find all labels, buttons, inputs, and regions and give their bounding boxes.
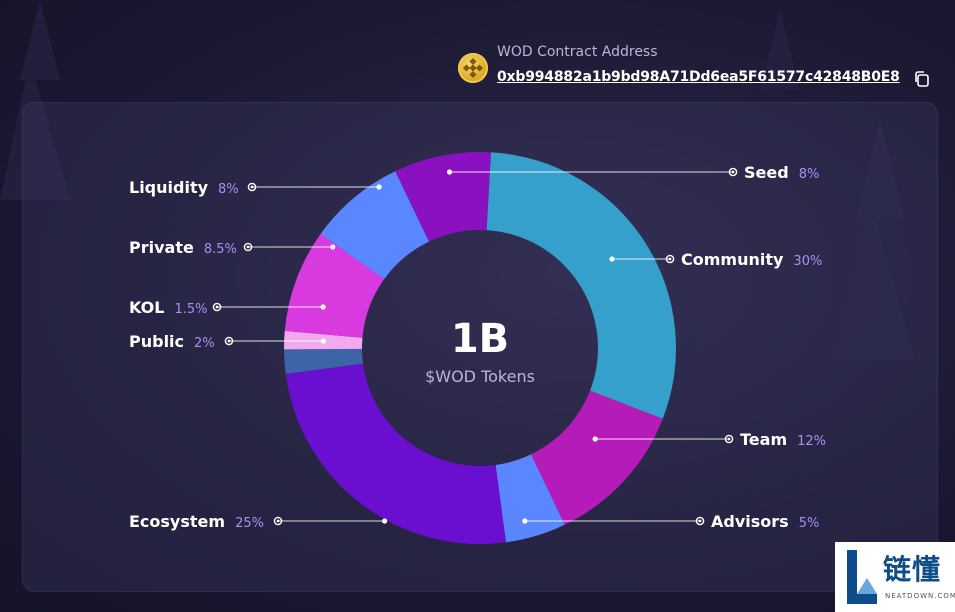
slice-public [284,348,364,374]
slice-community [486,152,676,419]
percent-seed: 8% [799,167,820,182]
percent-kol: 1.5% [174,302,207,317]
label-marker-dot-ecosystem [276,519,280,523]
label-marker-dot-team [727,437,731,441]
slice-ecosystem [285,363,506,544]
percent-advisors: 5% [799,516,820,531]
label-ecosystem: Ecosystem [129,512,225,531]
leader-point-public [320,338,326,344]
bnb-coin-icon [458,53,488,83]
leader-point-advisors [522,518,528,524]
label-marker-dot-liquidity [250,185,254,189]
label-marker-dot-advisors [698,519,702,523]
label-community: Community [681,250,784,269]
percent-public: 2% [194,336,215,351]
leader-point-liquidity [376,184,382,190]
label-marker-community [665,254,675,264]
percent-ecosystem: 25% [235,516,264,531]
leader-point-community [609,256,615,262]
watermark-text: 链懂 [883,553,942,586]
slice-seed [395,151,491,242]
label-marker-dot-seed [731,170,735,174]
leader-point-seed [446,169,453,175]
label-team: Team [740,430,787,449]
label-public: Public [129,332,184,351]
label-marker-public [224,336,234,346]
slice-advisors [495,454,565,543]
center-label: $WOD Tokens [425,367,535,386]
label-marker-dot-community [668,257,672,261]
label-marker-ecosystem [273,516,283,526]
label-kol: KOL [129,298,164,317]
center-total: 1B [451,316,509,362]
label-marker-liquidity [247,182,257,192]
label-marker-dot-private [246,245,250,249]
percent-community: 30% [793,254,822,269]
label-marker-team [724,434,734,444]
label-marker-advisors [695,516,705,526]
watermark-logo-icon [847,550,877,604]
slice-team [530,390,663,525]
percent-private: 8.5% [204,242,237,257]
label-seed: Seed [744,163,789,182]
label-marker-seed [728,167,738,177]
label-marker-dot-public [227,339,231,343]
contract-address-link[interactable]: 0xb994882a1b9bd98A71Dd6ea5F61577c42848B0… [497,69,900,85]
leader-point-ecosystem [382,518,388,524]
copy-icon[interactable] [913,70,931,88]
label-marker-private [243,242,253,252]
label-private: Private [129,238,194,257]
label-marker-dot-kol [215,305,219,309]
contract-label: WOD Contract Address [497,44,658,60]
label-liquidity: Liquidity [129,178,209,197]
percent-liquidity: 8% [218,182,239,197]
slice-private [284,233,385,338]
leader-point-kol [320,304,326,310]
label-advisors: Advisors [711,512,789,531]
label-marker-kol [212,302,222,312]
percent-team: 12% [797,434,826,449]
watermark-subtext: NEATDOWN.COM [885,592,955,600]
slice-liquidity [320,171,430,280]
leader-point-private [330,244,336,250]
leader-point-team [592,436,598,442]
watermark: 链懂 NEATDOWN.COM [835,542,955,612]
